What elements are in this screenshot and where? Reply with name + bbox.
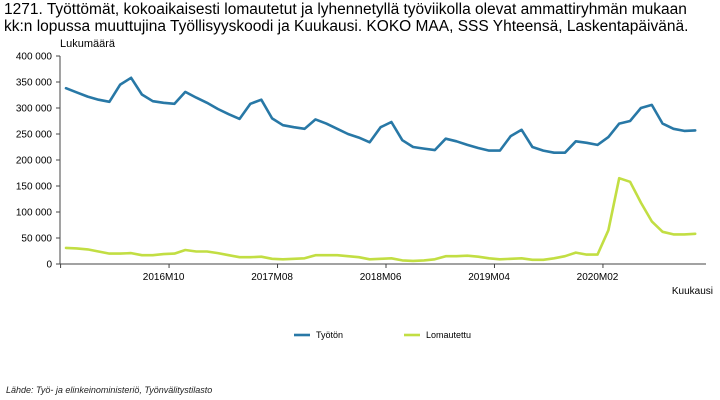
- x-axis-label: Kuukausi: [672, 286, 713, 297]
- x-tick-label: 2019M04: [468, 272, 510, 283]
- y-tick-label: 350 000: [16, 78, 53, 89]
- y-tick-label: 300 000: [16, 104, 53, 115]
- y-tick-label: 150 000: [16, 182, 53, 193]
- chart-axes: 0 50 000 100 000 150 000 200 000 250 000 300 0…: [16, 52, 713, 298]
- x-tick-label: 2018M06: [360, 272, 402, 283]
- y-tick-label: 100 000: [16, 208, 53, 219]
- x-tick-label: 2016M10: [143, 272, 185, 283]
- legend-label-1: Työtön: [316, 330, 343, 340]
- y-tick-label: 50 000: [21, 234, 52, 245]
- source-note: Lähde: Työ- ja elinkeinoministeriö, Työn…: [6, 385, 213, 395]
- series-line-1: [64, 76, 697, 154]
- y-tick-label: 0: [46, 260, 52, 271]
- legend: Työtön Lomautettu: [294, 330, 471, 340]
- chart-title: 1271. Työttömät, kokoaikaisesti lomautet…: [4, 1, 689, 35]
- x-tick-label: 2017M08: [251, 272, 293, 283]
- y-tick-label: 400 000: [16, 52, 53, 63]
- y-tick-label: 250 000: [16, 130, 53, 141]
- y-axis-label: Lukumäärä: [60, 38, 116, 50]
- y-tick-label: 200 000: [16, 156, 53, 167]
- legend-label-2: Lomautettu: [426, 330, 471, 340]
- x-tick-label: 2020M02: [577, 272, 619, 283]
- series-layer: [64, 76, 697, 263]
- series-line-2: [64, 176, 697, 263]
